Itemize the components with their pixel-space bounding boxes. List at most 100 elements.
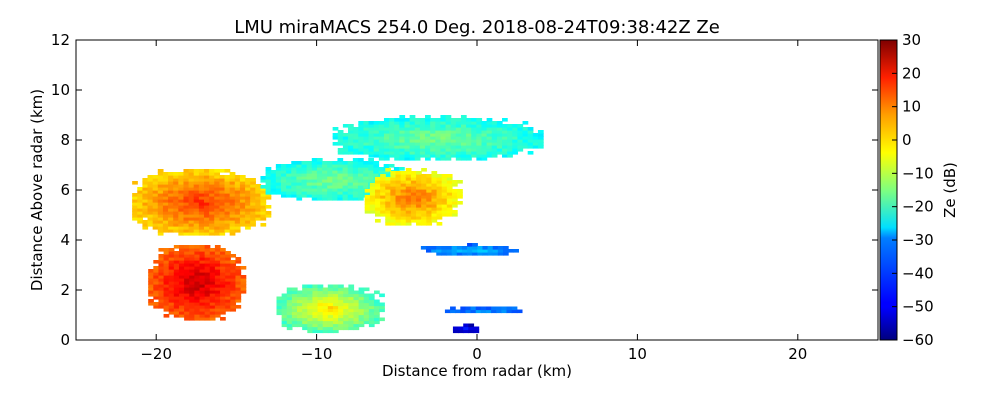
echo-cell: [537, 142, 544, 146]
radar-echoes: [132, 115, 544, 334]
echo-cell: [204, 196, 210, 200]
echo-cell: [363, 142, 370, 146]
echo-cell: [193, 205, 200, 209]
echo-cell: [189, 254, 195, 258]
echo-cell: [450, 130, 457, 134]
echo-cell: [162, 187, 169, 191]
echo-cell: [332, 314, 339, 319]
echo-cell: [471, 139, 477, 143]
echo-cell: [311, 194, 318, 198]
echo-cell: [204, 178, 210, 182]
echo-cell: [496, 142, 503, 146]
echo-cell: [353, 145, 359, 149]
echo-cell: [280, 173, 287, 177]
echo-cell: [332, 133, 339, 137]
echo-cell: [229, 199, 236, 203]
echo-cell: [410, 198, 417, 202]
echo-cell: [209, 232, 215, 236]
echo-cell: [374, 320, 380, 325]
echo-cell: [327, 167, 333, 171]
echo-cell: [286, 305, 293, 310]
chart-title: LMU miraMACS 254.0 Deg. 2018-08-24T09:38…: [234, 17, 720, 38]
echo-cell: [188, 217, 195, 221]
echo-cell: [380, 201, 386, 205]
echo-cell: [168, 226, 174, 230]
echo-cell: [178, 296, 185, 300]
echo-cell: [410, 171, 417, 175]
echo-cell: [456, 249, 463, 253]
echo-cell: [219, 184, 226, 188]
echo-cell: [358, 323, 365, 328]
echo-cell: [358, 305, 365, 310]
echo-cell: [234, 208, 241, 212]
echo-cell: [337, 191, 344, 195]
echo-cell: [322, 305, 329, 310]
echo-cell: [389, 139, 395, 143]
echo-cell: [230, 305, 237, 309]
echo-cell: [317, 302, 324, 307]
echo-cell: [204, 184, 210, 188]
echo-cell: [157, 229, 164, 233]
echo-cell: [473, 329, 480, 334]
echo-cell: [512, 127, 519, 131]
echo-cell: [286, 191, 292, 195]
echo-cell: [178, 181, 185, 185]
echo-cell: [502, 145, 508, 149]
echo-cell: [209, 181, 215, 185]
echo-cell: [466, 151, 472, 155]
echo-cell: [395, 204, 402, 208]
echo-cell: [132, 217, 138, 221]
echo-cell: [337, 139, 344, 143]
echo-cell: [312, 326, 319, 331]
echo-cell: [357, 182, 364, 186]
echo-cell: [322, 176, 328, 180]
echo-cell: [517, 124, 524, 128]
echo-cell: [245, 214, 251, 218]
echo-cell: [471, 124, 477, 128]
echo-cell: [460, 154, 467, 158]
echo-cell: [507, 145, 513, 149]
echo-cell: [291, 287, 298, 292]
echo-cell: [178, 196, 185, 200]
echo-cell: [199, 314, 206, 318]
echo-cell: [481, 127, 488, 131]
x-tick-label: 0: [472, 345, 482, 363]
echo-cell: [198, 211, 205, 215]
echo-cell: [234, 211, 241, 215]
echo-cell: [307, 308, 314, 313]
echo-cell: [436, 204, 443, 208]
echo-cell: [517, 142, 524, 146]
echo-cell: [209, 184, 215, 188]
echo-cell: [142, 184, 149, 188]
echo-cell: [132, 214, 138, 218]
echo-cell: [296, 182, 303, 186]
echo-cell: [178, 217, 185, 221]
echo-cell: [421, 180, 427, 184]
echo-cell: [189, 245, 195, 249]
echo-cell: [255, 202, 262, 206]
echo-cell: [527, 142, 534, 146]
echo-cell: [460, 145, 467, 149]
echo-cell: [265, 214, 272, 218]
echo-cell: [270, 188, 277, 192]
echo-cell: [502, 142, 508, 146]
echo-cell: [168, 202, 174, 206]
echo-cell: [188, 190, 195, 194]
echo-cell: [225, 275, 231, 279]
echo-cell: [445, 139, 452, 143]
echo-cell: [378, 167, 385, 171]
echo-cell: [173, 284, 180, 288]
echo-cell: [436, 177, 443, 181]
echo-cell: [394, 139, 400, 143]
echo-cell: [198, 196, 205, 200]
echo-cell: [431, 246, 437, 250]
echo-cell: [491, 127, 498, 131]
echo-cell: [337, 161, 344, 165]
echo-cell: [421, 183, 427, 187]
echo-cell: [380, 210, 386, 214]
echo-cell: [338, 311, 344, 316]
echo-cell: [476, 136, 483, 140]
echo-cell: [440, 127, 447, 131]
echo-cell: [468, 329, 475, 334]
echo-cell: [404, 121, 411, 125]
